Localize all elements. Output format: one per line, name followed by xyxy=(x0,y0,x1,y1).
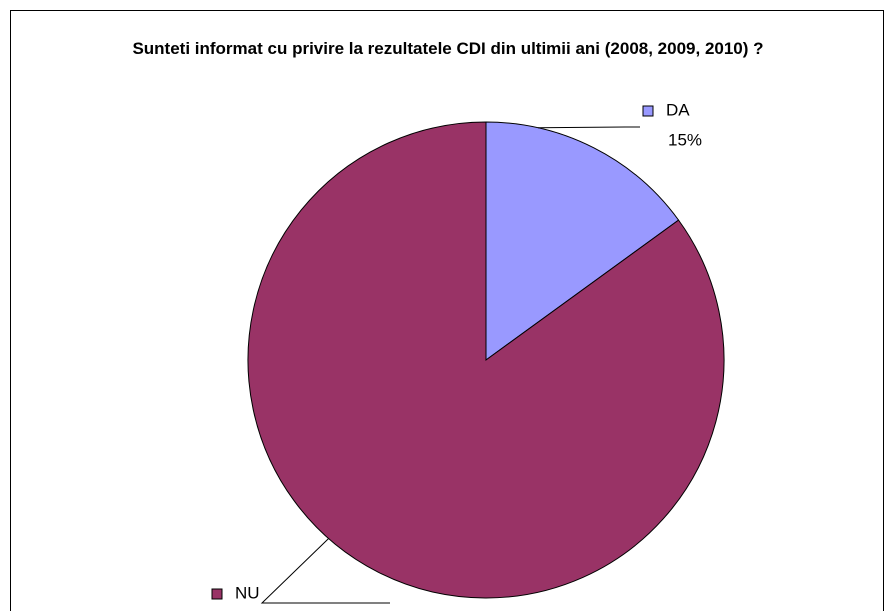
pie-slice xyxy=(247,121,725,599)
pie-slice xyxy=(485,121,680,361)
leader-line xyxy=(537,126,640,129)
value-label: 85% xyxy=(218,609,252,611)
value-label: 15% xyxy=(668,130,702,149)
legend-swatch xyxy=(642,105,654,117)
leader-line xyxy=(260,538,390,604)
chart-title: Sunteti informat cu privire la rezultate… xyxy=(132,39,764,58)
chart-frame xyxy=(10,10,884,611)
legend-swatch xyxy=(211,588,223,600)
category-label: NU xyxy=(235,583,260,602)
category-label: DA xyxy=(666,100,690,119)
